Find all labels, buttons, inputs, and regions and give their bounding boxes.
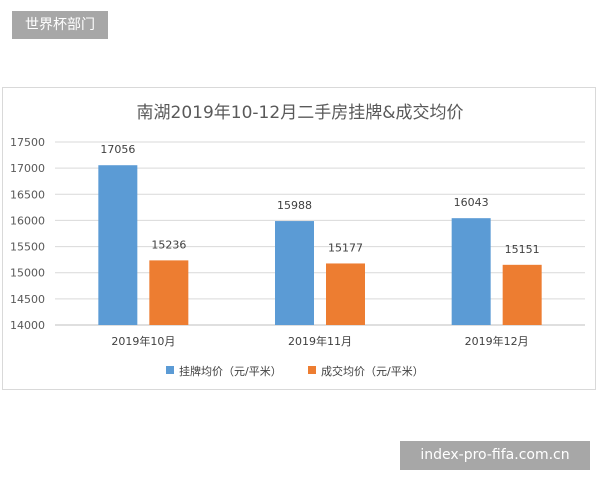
bars [98, 165, 542, 325]
data-label: 15236 [151, 238, 186, 251]
x-tick-label: 2019年10月 [111, 334, 175, 348]
bottom-badge: index-pro-fifa.com.cn [400, 441, 590, 470]
data-labels: 17056 15236 15988 15177 16043 15151 [100, 143, 539, 256]
x-tick-label: 2019年12月 [465, 334, 529, 348]
data-label: 16043 [454, 196, 489, 209]
y-tick-label: 17500 [10, 136, 45, 149]
chart-container: 南湖2019年10-12月二手房挂牌&成交均价 14000 14500 15000 1… [2, 87, 596, 390]
data-label: 15988 [277, 199, 312, 212]
y-tick-label: 15500 [10, 241, 45, 254]
y-tick-label: 14500 [10, 293, 45, 306]
x-tick-label: 2019年11月 [288, 334, 352, 348]
legend: 挂牌均价（元/平米） 成交均价（元/平米） [166, 364, 424, 378]
bar-listing-2 [275, 221, 314, 325]
y-tick-label: 15000 [10, 267, 45, 280]
y-tick-label: 16000 [10, 214, 45, 227]
x-axis-tick-labels: 2019年10月 2019年11月 2019年12月 [111, 334, 528, 348]
y-tick-label: 16500 [10, 188, 45, 201]
y-tick-label: 17000 [10, 162, 45, 175]
gridlines [55, 141, 585, 326]
y-axis-tick-labels: 14000 14500 15000 15500 16000 16500 17000 17500 [10, 136, 45, 332]
bar-deal-3 [502, 264, 542, 325]
y-tick-label: 14000 [10, 319, 45, 332]
legend-label: 挂牌均价（元/平米） [179, 364, 282, 378]
chart-title: 南湖2019年10-12月二手房挂牌&成交均价 [137, 103, 464, 123]
data-label: 15151 [505, 243, 540, 256]
bar-deal-2 [326, 263, 365, 325]
data-label: 17056 [100, 143, 135, 156]
bar-listing-3 [451, 218, 491, 325]
bar-listing-1 [98, 165, 138, 325]
bar-chart: 南湖2019年10-12月二手房挂牌&成交均价 1400014500150001… [10, 103, 585, 378]
top-badge: 世界杯部门 [12, 11, 108, 39]
bar-deal-1 [149, 260, 189, 325]
legend-swatch [308, 366, 316, 374]
data-label: 15177 [328, 241, 363, 254]
legend-swatch [166, 366, 174, 374]
legend-label: 成交均价（元/平米） [321, 364, 424, 378]
